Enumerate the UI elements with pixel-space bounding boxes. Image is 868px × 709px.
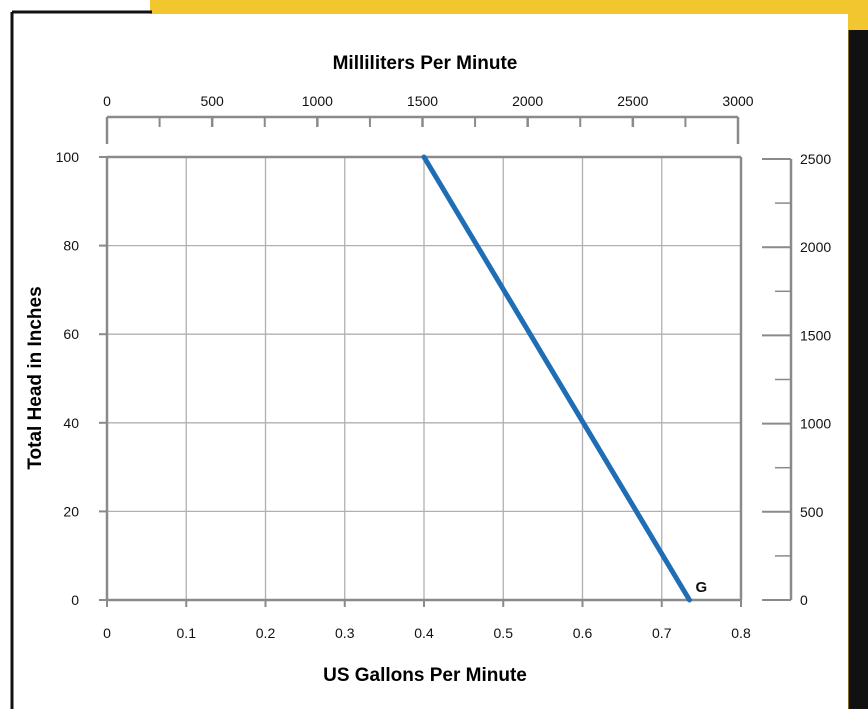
x-tick-label: 0.1	[177, 625, 197, 641]
x-tick-label: 0.6	[573, 625, 593, 641]
y-tick-label: 20	[63, 503, 79, 519]
y-axis-label: Total Head in Inches	[25, 286, 46, 469]
y-tick-label: 0	[71, 592, 79, 608]
x-tick-label: 0.8	[731, 625, 751, 641]
y-tick-label: 40	[63, 415, 79, 431]
top-tick-label: 3000	[722, 93, 753, 109]
axes	[99, 115, 793, 607]
right-tick-label: 500	[800, 504, 824, 520]
yellow-accent-band	[150, 0, 868, 14]
y-tick-label: 100	[56, 149, 80, 165]
x-axis-label: US Gallons Per Minute	[323, 665, 527, 686]
top-tick-label: 1000	[302, 93, 333, 109]
top-tick-label: 0	[103, 93, 111, 109]
x-tick-label: 0.5	[494, 625, 514, 641]
x-tick-label: 0	[103, 625, 111, 641]
top-tick-label: 2500	[617, 93, 648, 109]
x-tick-label: 0.3	[335, 625, 355, 641]
right-tick-label: 1500	[800, 327, 831, 343]
x-tick-label: 0.4	[414, 625, 434, 641]
y-tick-label: 60	[63, 326, 79, 342]
y-tick-label: 80	[63, 238, 79, 254]
right-dark-band	[850, 30, 868, 709]
right-tick-label: 1000	[800, 416, 831, 432]
top-tick-label: 2000	[512, 93, 543, 109]
chart-title: Milliliters Per Minute	[333, 53, 518, 74]
series-label: G	[695, 579, 707, 596]
right-tick-label: 2500	[800, 151, 831, 167]
right-tick-label: 2000	[800, 239, 831, 255]
x-tick-label: 0.7	[652, 625, 672, 641]
grid	[107, 156, 741, 600]
top-tick-label: 500	[200, 93, 224, 109]
top-tick-label: 1500	[407, 93, 438, 109]
right-tick-label: 0	[800, 592, 808, 608]
x-tick-label: 0.2	[256, 625, 276, 641]
series-line	[421, 154, 692, 603]
series-layer: G	[421, 154, 707, 603]
